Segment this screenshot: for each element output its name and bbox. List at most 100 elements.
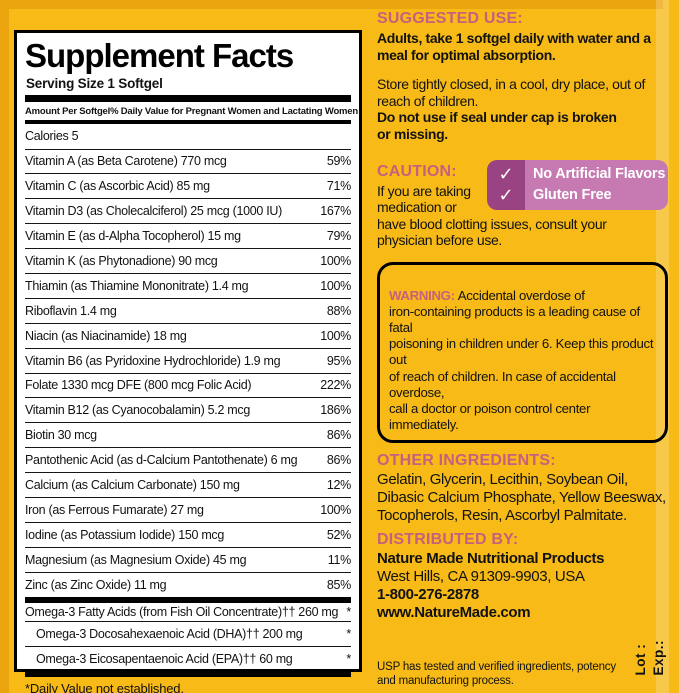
lot-exp-block: Lot : Exp.: (633, 640, 666, 676)
nutrient-name: Vitamin A (as Beta Carotene) 770 mcg (25, 154, 227, 169)
nutrient-name: Thiamin (as Thiamine Mononitrate) 1.4 mg (25, 278, 249, 293)
lot-label: Lot : (633, 644, 648, 676)
nutrient-name: Calcium (as Calcium Carbonate) 150 mg (25, 478, 240, 493)
table-row: Niacin (as Niacinamide) 18 mg 100% (25, 322, 351, 348)
nutrient-name: Vitamin D3 (as Cholecalciferol) 25 mcg (… (25, 204, 283, 219)
nutrient-name: Biotin 30 mcg (25, 428, 97, 443)
nutrient-daily-value: 88% (326, 303, 351, 318)
nutrient-name: Zinc (as Zinc Oxide) 11 mg (25, 577, 167, 592)
warning-text: Accidental overdose of iron-containing p… (389, 288, 654, 432)
table-row: Folate 1330 mcg DFE (800 mcg Folic Acid)… (25, 372, 351, 398)
nutrient-name: Calories 5 (25, 129, 79, 144)
storage-text: Store tightly closed, in a cool, dry pla… (377, 76, 646, 109)
table-row: Omega-3 Fatty Acids (from Fish Oil Conce… (25, 596, 351, 622)
nutrient-name: Vitamin E (as d-Alpha Tocopherol) 15 mg (25, 229, 241, 244)
thick-divider (25, 94, 351, 102)
claim-gluten-free: Gluten Free (533, 187, 612, 204)
distributed-by-section: DISTRIBUTED BY: Nature Made Nutritional … (377, 531, 668, 621)
other-ingredients-heading: OTHER INGREDIENTS: (377, 451, 556, 469)
table-row: Magnesium (as Magnesium Oxide) 45 mg 11% (25, 546, 352, 572)
check-icon: ✓ (498, 185, 514, 206)
distributor-phone: 1-800-276-2878 (377, 585, 479, 603)
nutrient-daily-value: 59% (326, 154, 351, 169)
nutrient-name: Riboflavin 1.4 mg (25, 303, 117, 318)
nutrient-daily-value: 186% (320, 403, 351, 418)
nutrient-name: Folate 1330 mcg DFE (800 mcg Folic Acid) (25, 378, 252, 393)
claims-badge: ✓ ✓ No Artificial Flavors Gluten Free (487, 160, 668, 211)
table-row: Riboflavin 1.4 mg 88% (25, 297, 351, 323)
nutrient-daily-value: 100% (320, 328, 351, 343)
caution-section: ✓ ✓ No Artificial Flavors Gluten Free CA… (377, 160, 668, 249)
table-row: Vitamin A (as Beta Carotene) 770 mcg 59% (25, 148, 351, 174)
nutrient-daily-value: 95% (326, 353, 351, 368)
supplement-facts-panel: Supplement Facts Serving Size 1 Softgel … (14, 30, 362, 693)
nutrient-name: Vitamin B6 (as Pyridoxine Hydrochloride)… (25, 353, 281, 368)
nutrient-name: Vitamin C (as Ascorbic Acid) 85 mg (25, 179, 210, 194)
caution-heading: CAUTION: (377, 163, 457, 181)
serving-size: Serving Size 1 Softgel (26, 75, 163, 91)
badge-check-column: ✓ ✓ (487, 160, 525, 211)
nutrient-daily-value: 85% (326, 577, 351, 592)
nutrient-daily-value: 52% (326, 527, 351, 542)
facts-rows: Calories 5 Vitamin A (as Beta Carotene) … (25, 124, 351, 672)
claim-no-artificial-flavors: No Artificial Flavors (533, 166, 666, 183)
table-row: Biotin 30 mcg 86% (25, 422, 351, 447)
table-row: Calcium (as Calcium Carbonate) 150 mg 12… (25, 472, 351, 497)
distributor-website: www.NatureMade.com (377, 603, 531, 621)
iron-warning-box: WARNING: Accidental overdose of iron-cont… (377, 261, 668, 443)
seal-warning-text: Do not use if seal under cap is broken o… (377, 109, 617, 142)
exp-label: Exp.: (651, 640, 666, 676)
nutrient-name: Niacin (as Niacinamide) 18 mg (25, 328, 187, 343)
nutrient-daily-value: 167% (320, 204, 351, 219)
panel-title: Supplement Facts (25, 37, 294, 74)
col-dv-header: % Daily Value for Pregnant Women and Lac… (110, 105, 358, 117)
nutrient-daily-value: 222% (320, 378, 351, 393)
nutrient-daily-value: 11% (327, 552, 352, 567)
facts-column-headers: Amount Per Softgel % Daily Value for Pre… (25, 102, 358, 124)
caution-text: If you are taking medication or have blo… (377, 182, 607, 249)
badge-claims: No Artificial Flavors Gluten Free (525, 160, 668, 211)
usp-verified-text: USP has tested and verified ingredients,… (377, 660, 616, 687)
table-row: Zinc (as Zinc Oxide) 11 mg 85% (25, 571, 351, 597)
table-row: Iron (as Ferrous Fumarate) 27 mg 100% (25, 497, 351, 522)
nutrient-daily-value: 12% (326, 478, 351, 493)
distributor-address: West Hills, CA 91309-9903, USA (377, 567, 585, 585)
info-column: SUGGESTED USE: Adults, take 1 softgel da… (377, 10, 668, 693)
table-row: Vitamin K (as Phytonadione) 90 mcg 100% (25, 248, 351, 273)
distributor-name: Nature Made Nutritional Products (377, 549, 605, 567)
table-row: Vitamin D3 (as Cholecalciferol) 25 mcg (… (25, 198, 351, 223)
nutrient-name: Vitamin K (as Phytonadione) 90 mcg (25, 254, 218, 269)
nutrient-daily-value: 86% (326, 453, 351, 468)
table-row: Pantothenic Acid (as d-Calcium Pantothen… (25, 447, 351, 472)
nutrient-daily-value: 86% (326, 428, 351, 443)
label-left-edge (0, 0, 9, 693)
nutrient-daily-value: * (346, 652, 351, 667)
table-row: Vitamin B12 (as Cyanocobalamin) 5.2 mcg … (25, 397, 351, 422)
table-row: Calories 5 (25, 124, 351, 149)
nutrient-daily-value: 79% (326, 229, 351, 244)
label-top-edge (0, 0, 663, 9)
nutrient-name: Iron (as Ferrous Fumarate) 27 mg (25, 502, 204, 517)
nutrient-name: Iodine (as Potassium Iodide) 150 mcg (25, 527, 225, 542)
other-ingredients-section: OTHER INGREDIENTS: Gelatin, Glycerin, Le… (377, 452, 668, 524)
suggested-use-heading: SUGGESTED USE: (377, 10, 523, 27)
table-row: Iodine (as Potassium Iodide) 150 mcg 52% (25, 521, 351, 547)
suggested-use-section: SUGGESTED USE: Adults, take 1 softgel da… (377, 10, 668, 142)
nutrient-daily-value: 100% (320, 278, 351, 293)
nutrient-name: Magnesium (as Magnesium Oxide) 45 mg (25, 552, 247, 567)
table-row: Omega-3 Docosahexaenoic Acid (DHA)†† 200… (25, 621, 351, 646)
nutrient-name: Pantothenic Acid (as d-Calcium Pantothen… (25, 453, 298, 468)
table-row: Vitamin C (as Ascorbic Acid) 85 mg 71% (25, 173, 351, 198)
suggested-use-text: Adults, take 1 softgel daily with water … (377, 30, 651, 63)
nutrient-daily-value: 100% (320, 254, 351, 269)
nutrient-name: Omega-3 Fatty Acids (from Fish Oil Conce… (25, 605, 339, 619)
other-ingredients-text: Gelatin, Glycerin, Lecithin, Soybean Oil… (377, 471, 666, 524)
nutrient-name: Vitamin B12 (as Cyanocobalamin) 5.2 mcg (25, 403, 250, 418)
nutrient-daily-value: * (346, 605, 351, 619)
nutrient-daily-value: 71% (326, 179, 351, 194)
col-amount-header: Amount Per Softgel (25, 105, 111, 117)
table-row: Vitamin B6 (as Pyridoxine Hydrochloride)… (25, 347, 351, 373)
nutrient-name: Omega-3 Eicosapentaenoic Acid (EPA)†† 60… (36, 652, 293, 667)
table-row: Omega-3 Eicosapentaenoic Acid (EPA)†† 60… (25, 646, 351, 671)
